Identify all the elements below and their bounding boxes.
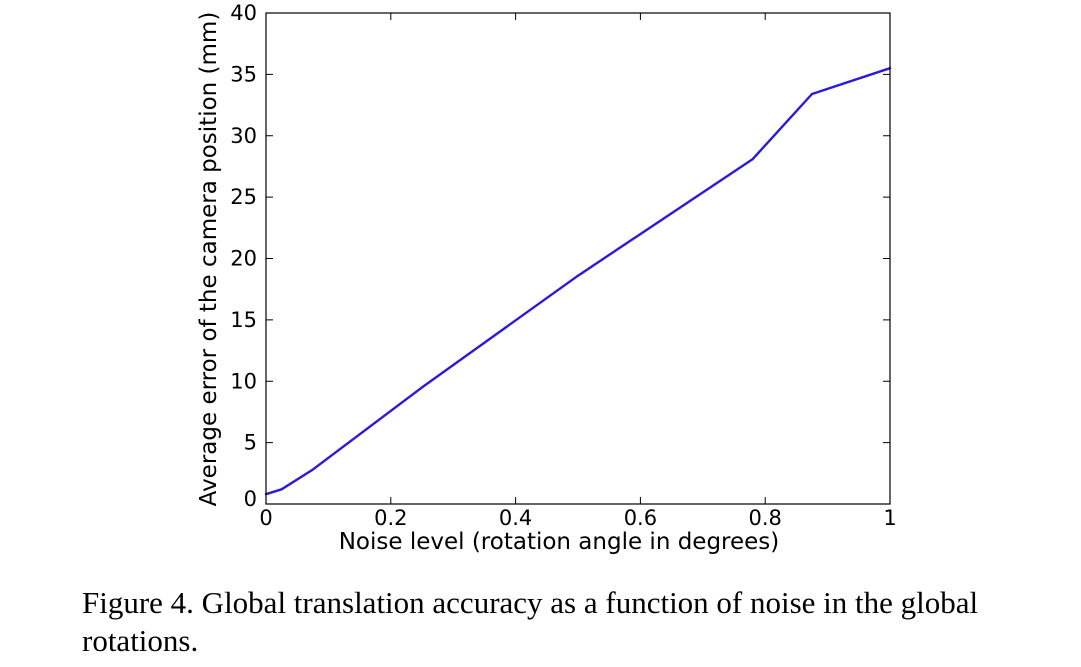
tick-marks — [265, 12, 891, 505]
y-tick-label: 30 — [230, 124, 257, 148]
y-tick-labels: 0 5 10 15 20 25 30 35 40 — [230, 1, 257, 511]
figure-caption: Figure 4. Global translation accuracy as… — [82, 585, 979, 658]
x-tick-label: 0 — [259, 506, 272, 530]
y-axis-label: Average error of the camera position (mm… — [196, 12, 222, 507]
x-tick-label: 0.2 — [374, 506, 407, 530]
y-tick-label: 0 — [244, 487, 257, 511]
series-layer — [264, 66, 892, 496]
y-tick-label: 10 — [230, 369, 257, 393]
y-tick-label: 15 — [230, 308, 257, 332]
x-tick-label: 0.4 — [499, 506, 532, 530]
y-tick-label: 35 — [230, 62, 257, 86]
x-axis-label: Noise level (rotation angle in degrees) — [339, 529, 780, 555]
x-tick-label: 1 — [883, 506, 896, 530]
y-tick-label: 5 — [244, 431, 257, 455]
line-chart: 0 0.2 0.4 0.6 0.8 1 0 5 10 15 20 25 30 35 40 Noise le… — [196, 1, 897, 555]
x-tick-label: 0.6 — [624, 506, 657, 530]
x-tick-label: 0.8 — [748, 506, 781, 530]
x-tick-labels: 0 0.2 0.4 0.6 0.8 1 — [259, 506, 896, 530]
series-line — [264, 66, 892, 496]
plot-frame — [265, 12, 891, 505]
y-tick-label: 40 — [230, 1, 257, 25]
y-tick-label: 25 — [230, 185, 257, 209]
y-tick-label: 20 — [230, 247, 257, 271]
